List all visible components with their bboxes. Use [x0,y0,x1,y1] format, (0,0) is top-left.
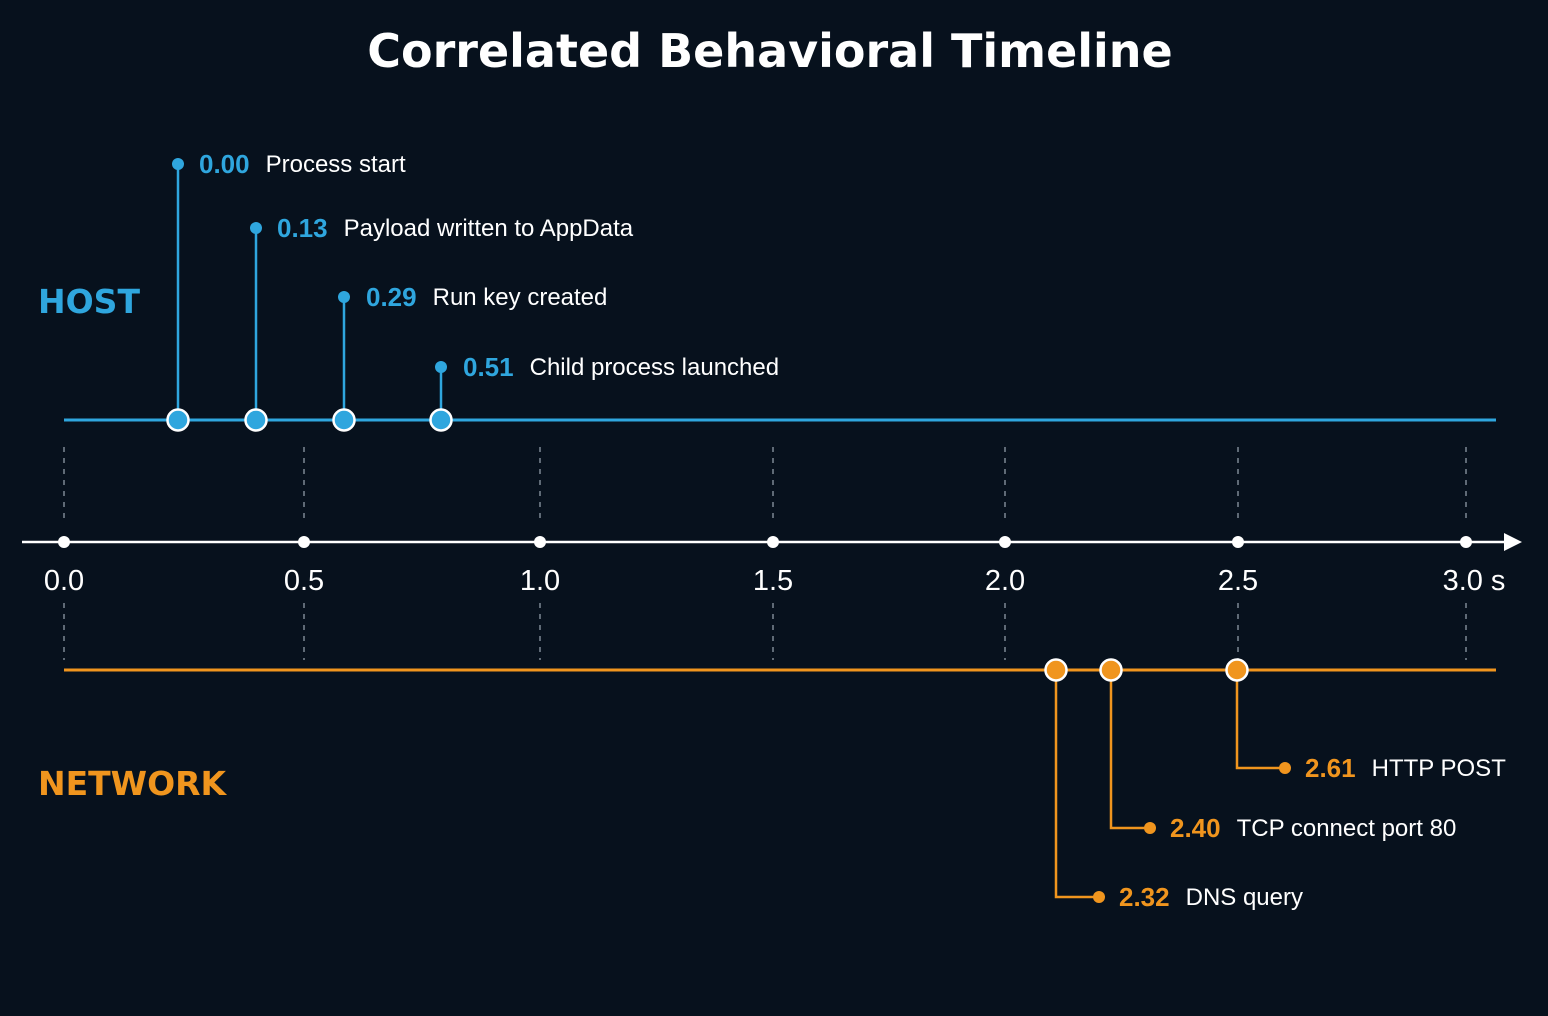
network-event: 2.40 TCP connect port 80 [1099,658,1457,843]
host-lane-label: HOST [38,282,140,321]
network-event-marker-dot [1144,822,1156,834]
network-event-connector [1109,670,1150,830]
host-event-node [244,408,268,432]
axis-tick-label: 1.5 [753,565,793,597]
host-event: 0.29 Run key created [332,282,608,432]
network-event-label: HTTP POST [1372,755,1507,782]
host-event: 0.13 Payload written to AppData [244,213,634,432]
network-event: 2.32 DNS query [1044,658,1303,912]
gridlines [63,447,1467,660]
network-event-marker-dot [1093,891,1105,903]
host-events: 0.00 Process start 0.13 Payload written to … [166,149,779,432]
host-event-label: Process start [266,151,406,178]
axis-tick-label: 2.5 [1218,565,1258,597]
host-event: 0.51 Child process launched [429,352,779,432]
host-event-label: Payload written to AppData [344,215,634,242]
network-event: 2.61 HTTP POST [1225,658,1507,783]
network-events: 2.32 DNS query 2.40 TCP connect port 80 2.61… [1044,658,1507,912]
network-event-marker-dot [1279,762,1291,774]
host-event-node [429,408,453,432]
network-event-node [1225,658,1249,682]
axis-tick-label: 1.0 [520,565,560,597]
host-event-marker-dot [250,222,262,234]
host-event-time: 0.51 [463,352,514,382]
axis-tick-label: 2.0 [985,565,1025,597]
host-event-time: 0.00 [199,149,250,179]
axis-tick-dot [58,536,70,548]
axis-tick-label: 0.5 [284,565,324,597]
host-event-marker-dot [338,291,350,303]
network-lane-label: NETWORK [38,764,228,803]
host-event-marker-dot [435,361,447,373]
host-event-time: 0.13 [277,213,328,243]
host-event: 0.00 Process start [166,149,406,432]
axis-tick-label: 3.0 s [1443,565,1506,597]
host-event-time: 0.29 [366,282,417,312]
host-event-node [332,408,356,432]
axis-tick-dot [1232,536,1244,548]
host-event-node [166,408,190,432]
network-event-time: 2.32 [1119,882,1170,912]
network-event-node [1044,658,1068,682]
axis-tick-dot [767,536,779,548]
network-event-node [1099,658,1123,682]
network-event-time: 2.61 [1305,753,1356,783]
time-axis: 0.0 0.5 1.0 1.5 2.0 2.5 3.0 s [22,533,1522,597]
network-event-connector [1054,670,1099,899]
network-event-time: 2.40 [1170,813,1221,843]
host-event-label: Child process launched [530,354,779,381]
axis-tick-dot [999,536,1011,548]
page-title: Correlated Behavioral Timeline [367,24,1173,78]
axis-tick-label: 0.0 [44,565,84,597]
network-event-label: TCP connect port 80 [1237,815,1457,842]
network-event-connector [1235,670,1285,770]
axis-tick-dot [298,536,310,548]
host-event-label: Run key created [433,284,608,311]
axis-arrow-icon [1504,533,1522,551]
axis-tick-dot [1460,536,1472,548]
host-event-marker-dot [172,158,184,170]
axis-tick-dot [534,536,546,548]
network-event-label: DNS query [1186,884,1303,911]
